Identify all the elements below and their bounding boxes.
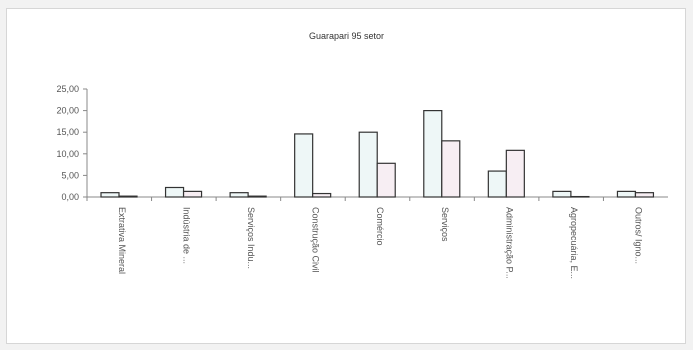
chart-area [6,8,686,344]
bar [441,140,461,198]
bar [294,133,314,198]
bar [616,190,637,198]
chart-title: Guarapari 95 setor [308,31,385,41]
bar [487,170,507,198]
bar [423,109,443,198]
bar [358,131,378,198]
bar [100,192,120,198]
bar [505,149,525,198]
bar [229,192,249,198]
x-category-label: Serviços Indu... [246,207,256,269]
x-category-label: Comércio [375,207,385,246]
bar [552,190,572,198]
bar [182,190,203,198]
y-tick-label: 0,00 [61,192,79,202]
y-tick-label: 10,00 [56,149,79,159]
x-category-label: Serviços [440,207,450,242]
bar [376,162,396,198]
x-category-label: Indústria de ... [182,207,192,264]
x-category-label: Construção Civil [311,207,321,273]
bar [118,195,138,198]
bar [312,192,332,198]
y-tick-label: 25,00 [56,84,79,94]
bar [247,195,267,198]
x-category-label: Outros/ Igno... [633,207,643,264]
x-category-label: Agropecuária, E... [569,207,579,279]
bar [634,192,655,198]
x-category-label: Administração P... [504,207,514,279]
bar [164,186,185,198]
y-tick-label: 20,00 [56,106,79,116]
y-tick-label: 5,00 [61,170,79,180]
y-tick-label: 15,00 [56,127,79,137]
x-category-label: Extrativa Mineral [117,207,127,274]
